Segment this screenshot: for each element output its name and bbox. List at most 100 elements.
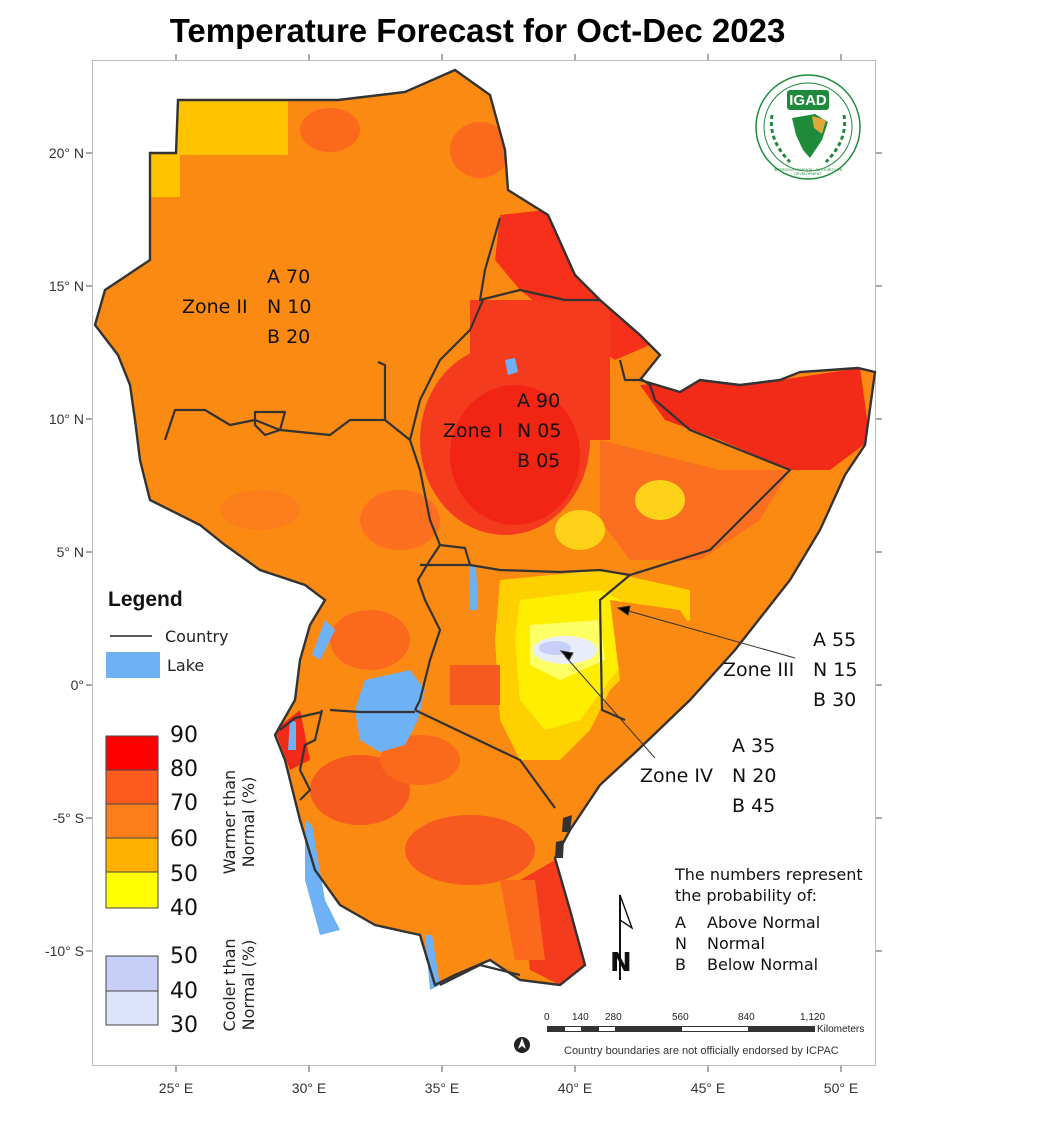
note-item-normal: N Normal <box>675 933 863 954</box>
zone-ii-a: A 70 <box>267 266 311 288</box>
zone-iii-a: A 55 <box>813 629 857 651</box>
lat-label-0: 0° <box>70 677 84 693</box>
legend-swatch-cool-40 <box>105 990 159 1026</box>
compass-icon <box>514 1037 530 1053</box>
zone-i-b: B 05 <box>517 450 561 472</box>
zone-iv-label: A 35 Zone IV N 20 B 45 <box>640 731 776 821</box>
lon-label-40e: 40° E <box>557 1080 593 1096</box>
island-pemba <box>562 815 572 832</box>
zone-ii-name: Zone II <box>182 296 248 318</box>
legend-value-70: 70 <box>170 791 198 816</box>
probability-shading <box>150 100 870 985</box>
legend-cool-value-30: 30 <box>170 1013 198 1038</box>
legend-title: Legend <box>108 588 183 611</box>
lat-label-5n: 5° N <box>56 544 84 560</box>
probability-note: The numbers represent the probability of… <box>675 864 863 975</box>
map-frame <box>92 60 876 1066</box>
lake-tana <box>505 358 518 375</box>
scale-tick-140: 140 <box>572 1012 589 1023</box>
lon-label-25e: 25° E <box>158 1080 194 1096</box>
lake-kivu <box>288 720 296 750</box>
legend-swatch-50 <box>105 871 159 909</box>
igad-logo <box>755 74 861 180</box>
lat-label-10s: -10° S <box>44 943 84 959</box>
legend-value-50: 50 <box>170 862 198 887</box>
lake-albert <box>312 620 335 660</box>
zone-iv-pointer-line <box>564 655 656 759</box>
legend-value-40: 40 <box>170 896 198 921</box>
zone-pointers <box>559 605 796 759</box>
note-label-normal: Normal <box>707 934 765 953</box>
zone-iii-n: N 15 <box>813 659 858 681</box>
country-boundaries <box>163 217 792 986</box>
zone-i-row: Zone I N 05 <box>443 416 561 446</box>
lon-label-45e: 45° E <box>690 1080 726 1096</box>
legend-warmer-line1: Warmer than <box>220 769 239 875</box>
legend-lake-swatch <box>106 652 160 678</box>
lon-label-50e: 50° E <box>823 1080 859 1096</box>
note-label-above: Above Normal <box>707 913 821 932</box>
zone-ii-n: N 10 <box>267 296 312 318</box>
zone-ii-label: A 70 Zone II N 10 B 20 <box>182 262 311 352</box>
disclaimer: Country boundaries are not officially en… <box>564 1045 839 1057</box>
legend-cooler-scale <box>105 955 159 1026</box>
zone-iii-label: A 55 Zone III N 15 B 30 <box>723 625 857 715</box>
lat-label-5s: -5° S <box>52 810 84 826</box>
zone-iv-a: A 35 <box>732 735 776 757</box>
lon-label-30e: 30° E <box>291 1080 327 1096</box>
zone-iv-pointer-arrow <box>559 650 574 661</box>
note-label-below: Below Normal <box>707 955 819 974</box>
lake-tanganyika <box>305 820 340 935</box>
note-key-b: B <box>675 955 686 974</box>
zone-i-n: N 05 <box>517 420 562 442</box>
scale-unit: Kilometers <box>817 1024 865 1035</box>
legend-swatch-80 <box>105 769 159 805</box>
legend-value-80: 80 <box>170 757 198 782</box>
zone-iv-b: B 45 <box>732 795 776 817</box>
note-item-below: B Below Normal <box>675 954 863 975</box>
note-key-a: A <box>675 913 686 932</box>
lat-label-20n: 20° N <box>48 145 84 161</box>
legend-cool-value-40: 40 <box>170 979 198 1004</box>
zone-i-a: A 90 <box>517 390 561 412</box>
note-item-above: A Above Normal <box>675 912 863 933</box>
igad-logo-ring-text: INTERGOVERNMENTAL AUTHORITY ON DEVELOPME… <box>773 168 843 176</box>
legend-swatch-cool-50 <box>105 955 159 992</box>
zone-i-label: A 90 Zone I N 05 B 05 <box>443 386 561 476</box>
zone-iii-b: B 30 <box>813 689 857 711</box>
legend-cooler-line1: Cooler than <box>220 938 239 1032</box>
lake-turkana <box>470 565 478 610</box>
legend-warmer-scale <box>105 735 159 909</box>
scale-bar <box>547 1026 815 1032</box>
note-key-n: N <box>675 934 687 953</box>
legend-swatch-60 <box>105 837 159 873</box>
legend-cooler-label: Cooler than Normal (%) <box>220 935 258 1035</box>
legend-value-60: 60 <box>170 827 198 852</box>
legend-swatch-70 <box>105 803 159 839</box>
legend-country-label: Country <box>165 627 229 646</box>
scale-tick-1120: 1,120 <box>800 1012 826 1023</box>
legend-swatch-90 <box>105 735 159 771</box>
scale-tick-280: 280 <box>605 1012 622 1023</box>
scale-tick-0: 0 <box>544 1012 550 1023</box>
scale-tick-840: 840 <box>738 1012 755 1023</box>
zone-iv-name: Zone IV <box>640 765 714 787</box>
zone-iii-pointer-line <box>624 609 796 659</box>
scale-tick-560: 560 <box>672 1012 689 1023</box>
note-line1: The numbers represent <box>675 865 863 884</box>
lon-label-35e: 35° E <box>424 1080 460 1096</box>
legend-warmer-label: Warmer than Normal (%) <box>220 762 258 882</box>
zone-i-name: Zone I <box>443 420 504 442</box>
legend-cooler-line2: Normal (%) <box>239 939 258 1031</box>
north-label: N <box>610 948 632 978</box>
map-title: Temperature Forecast for Oct-Dec 2023 <box>169 12 786 49</box>
lat-label-15n: 15° N <box>48 278 84 294</box>
note-line2: the probability of: <box>675 886 818 905</box>
zone-iv-row: Zone IV N 20 <box>640 761 776 791</box>
zone-ii-row: Zone II N 10 <box>182 292 311 322</box>
legend-cool-value-50: 50 <box>170 944 198 969</box>
graticule-ticks <box>86 54 882 1072</box>
lat-label-10n: 10° N <box>48 411 84 427</box>
north-arrow-icon <box>619 894 634 980</box>
